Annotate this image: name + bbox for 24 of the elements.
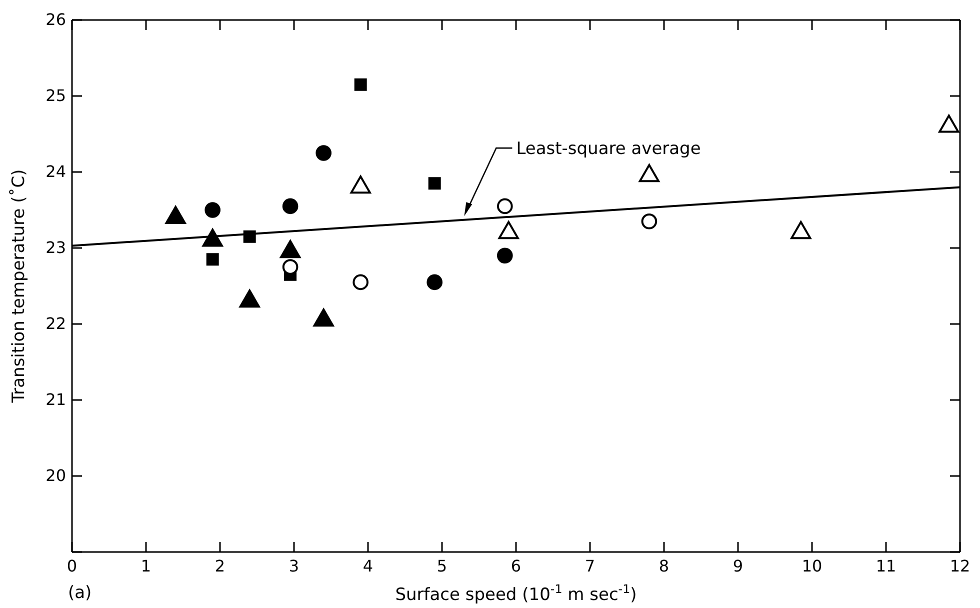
text: (a) bbox=[68, 583, 92, 603]
x-axis-title: Surface speed (10$^{-1}$ m sec$^{-1}$) bbox=[395, 582, 637, 605]
y-tick-label: 24 bbox=[46, 162, 66, 182]
x-tick-label: 8 bbox=[658, 556, 670, 576]
x-tick-label: 9 bbox=[732, 556, 744, 576]
x-tick-label: 0 bbox=[66, 556, 78, 576]
y-tick-label: 23 bbox=[46, 238, 66, 258]
x-tick-label: 2 bbox=[214, 556, 226, 576]
x-tick-label: 4 bbox=[362, 556, 374, 576]
y-tick-label: 25 bbox=[46, 86, 66, 106]
x-tick-label: 10 bbox=[802, 556, 822, 576]
y-tick-label: 26 bbox=[46, 10, 66, 30]
x-tick-label: 12 bbox=[950, 556, 970, 576]
x-tick-label: 7 bbox=[584, 556, 596, 576]
x-tick-label: 3 bbox=[288, 556, 300, 576]
y-tick-label: 21 bbox=[46, 390, 66, 410]
x-tick-label: 11 bbox=[876, 556, 896, 576]
annotation: Least-square average bbox=[516, 139, 701, 160]
x-tick-label: 5 bbox=[436, 556, 448, 576]
x-tick-label: 1 bbox=[140, 556, 152, 576]
y-tick-label: 22 bbox=[46, 314, 66, 334]
y-tick-label: 20 bbox=[46, 466, 66, 486]
x-tick-label: 6 bbox=[510, 556, 522, 576]
y-axis-title: Transition temperature (˚C) bbox=[9, 169, 29, 404]
